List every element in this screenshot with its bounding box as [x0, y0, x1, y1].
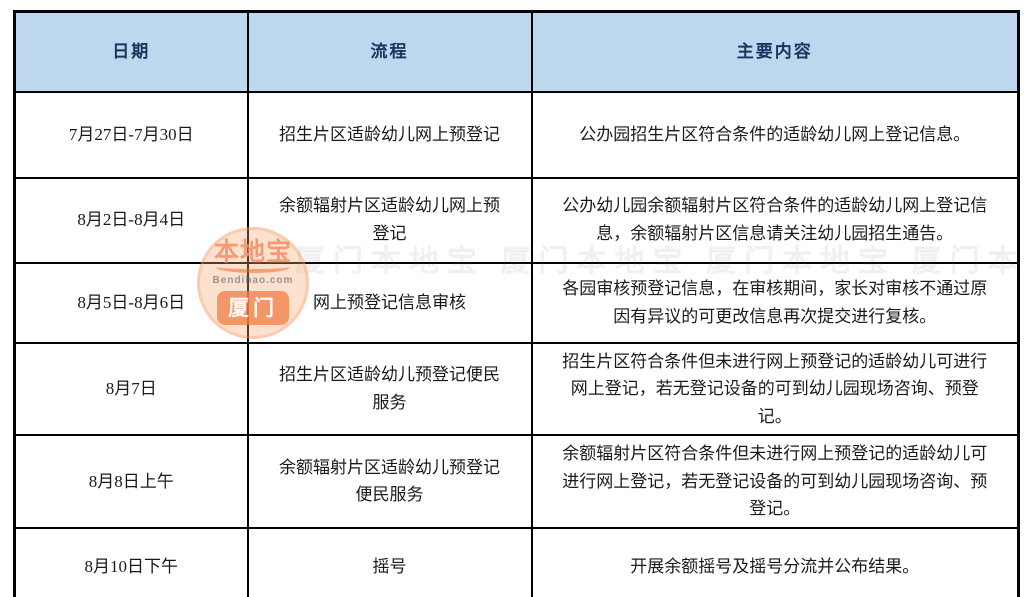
- cell-date: 8月2日-8月4日: [13, 176, 249, 264]
- cell-content: 开展余额摇号及摇号分流并公布结果。: [530, 526, 1020, 597]
- cell-content: 公办园招生片区符合条件的适龄幼儿网上登记信息。: [530, 90, 1020, 179]
- enrollment-schedule-table: 日期 流程 主要内容 7月27日-7月30日 招生片区适龄幼儿网上预登记 公办园…: [13, 10, 1020, 597]
- column-header-date: 日期: [13, 10, 249, 93]
- cell-process: 网上预登记信息审核: [246, 261, 533, 344]
- table-row: 8月2日-8月4日 余额辐射片区适龄幼儿网上预登记 公办幼儿园余额辐射片区符合条…: [13, 176, 1020, 264]
- table-row: 8月7日 招生片区适龄幼儿预登记便民服务 招生片区符合条件但未进行网上预登记的适…: [13, 341, 1020, 437]
- header-row: 日期 流程 主要内容: [13, 10, 1020, 93]
- cell-process: 招生片区适龄幼儿预登记便民服务: [246, 341, 533, 437]
- cell-content: 招生片区符合条件但未进行网上预登记的适龄幼儿可进行网上登记，若无登记设备的可到幼…: [530, 341, 1020, 437]
- table-row: 8月5日-8月6日 网上预登记信息审核 各园审核预登记信息，在审核期间，家长对审…: [13, 261, 1020, 344]
- cell-content: 余额辐射片区符合条件但未进行网上预登记的适龄幼儿可进行网上登记，若无登记设备的可…: [530, 434, 1020, 529]
- table-row: 8月10日下午 摇号 开展余额摇号及摇号分流并公布结果。: [13, 526, 1020, 597]
- column-header-content: 主要内容: [530, 10, 1020, 93]
- table-row: 7月27日-7月30日 招生片区适龄幼儿网上预登记 公办园招生片区符合条件的适龄…: [13, 90, 1020, 179]
- cell-date: 8月7日: [13, 341, 249, 437]
- cell-content: 各园审核预登记信息，在审核期间，家长对审核不通过原因有异议的可更改信息再次提交进…: [530, 261, 1020, 344]
- table-row: 8月8日上午 余额辐射片区适龄幼儿预登记便民服务 余额辐射片区符合条件但未进行网…: [13, 434, 1020, 529]
- cell-date: 8月5日-8月6日: [13, 261, 249, 344]
- cell-date: 7月27日-7月30日: [13, 90, 249, 179]
- cell-process: 招生片区适龄幼儿网上预登记: [246, 90, 533, 179]
- cell-content: 公办幼儿园余额辐射片区符合条件的适龄幼儿网上登记信息，余额辐射片区信息请关注幼儿…: [530, 176, 1020, 264]
- cell-process: 摇号: [246, 526, 533, 597]
- cell-date: 8月8日上午: [13, 434, 249, 529]
- cell-process: 余额辐射片区适龄幼儿预登记便民服务: [246, 434, 533, 529]
- cell-date: 8月10日下午: [13, 526, 249, 597]
- column-header-process: 流程: [246, 10, 533, 93]
- cell-process: 余额辐射片区适龄幼儿网上预登记: [246, 176, 533, 264]
